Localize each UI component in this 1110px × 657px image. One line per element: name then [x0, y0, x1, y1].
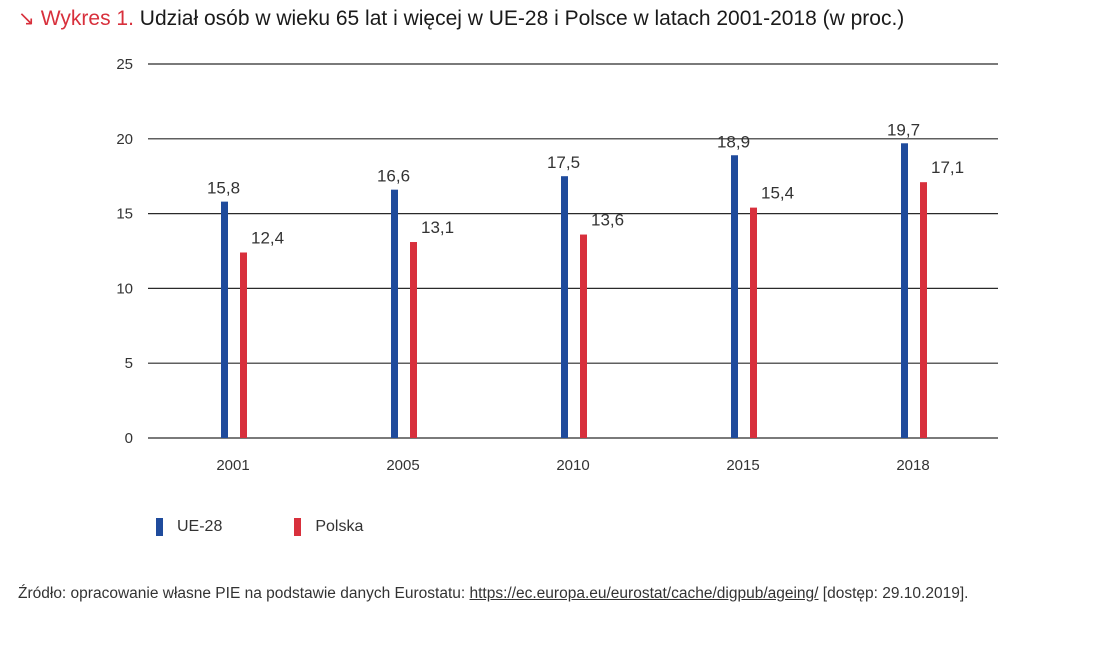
y-tick-label: 5 [125, 355, 133, 372]
data-label-pl: 12,4 [251, 228, 284, 247]
x-tick-label: 2015 [726, 457, 759, 474]
bar-pl [920, 182, 927, 438]
bar-pl [240, 252, 247, 438]
source-prefix: Źródło: opracowanie własne PIE na podsta… [18, 585, 470, 602]
data-label-ue: 18,9 [717, 132, 750, 151]
chart-number: Wykres 1. [40, 7, 134, 30]
bar-ue [731, 155, 738, 439]
legend-swatch-ue [156, 518, 163, 536]
bar-chart: 0 5 10 15 20 25 2001 15,8 12,4 2005 16,6 13,1 2010 17… [116, 56, 998, 474]
source-suffix: [dostęp: 29.10.2019]. [818, 585, 969, 602]
data-label-pl: 17,1 [931, 158, 964, 177]
y-tick-label: 25 [116, 56, 133, 73]
legend: UE-28 Polska [156, 518, 363, 536]
chart-title-text: Udział osób w wieku 65 lat i więcej w UE… [139, 7, 905, 30]
legend-swatch-pl [294, 518, 302, 536]
data-label-ue: 19,7 [887, 120, 920, 139]
y-tick-label: 0 [125, 430, 133, 447]
data-label-ue: 17,5 [547, 153, 580, 172]
y-tick-label: 20 [116, 131, 133, 148]
source-note: Źródło: opracowanie własne PIE na podsta… [18, 583, 1103, 605]
y-tick-label: 15 [116, 206, 133, 223]
bar-pl [750, 207, 757, 438]
x-tick-label: 2010 [556, 457, 589, 474]
bar-pl [580, 234, 587, 438]
legend-label-ue: UE-28 [177, 518, 223, 535]
data-label-pl: 15,4 [761, 184, 794, 203]
legend-item-pl: Polska [294, 518, 363, 536]
y-tick-label: 10 [116, 280, 133, 297]
bar-ue [901, 143, 908, 438]
data-label-pl: 13,6 [591, 211, 624, 230]
bar-ue [221, 201, 228, 438]
legend-label-pl: Polska [315, 518, 364, 535]
data-label-ue: 15,8 [207, 179, 240, 198]
arrow-down-right-icon: ↘ [18, 8, 35, 30]
x-tick-label: 2005 [386, 457, 419, 474]
x-tick-label: 2018 [896, 457, 929, 474]
bar-ue [561, 176, 568, 438]
legend-item-ue: UE-28 [156, 518, 222, 536]
source-link[interactable]: https://ec.europa.eu/eurostat/cache/digp… [469, 585, 819, 602]
data-label-pl: 13,1 [421, 218, 454, 237]
data-label-ue: 16,6 [377, 167, 410, 186]
chart-title: ↘ Wykres 1. Udział osób w wieku 65 lat i … [18, 6, 904, 31]
x-tick-label: 2001 [216, 457, 249, 474]
bar-ue [391, 189, 398, 438]
bar-pl [410, 242, 417, 438]
